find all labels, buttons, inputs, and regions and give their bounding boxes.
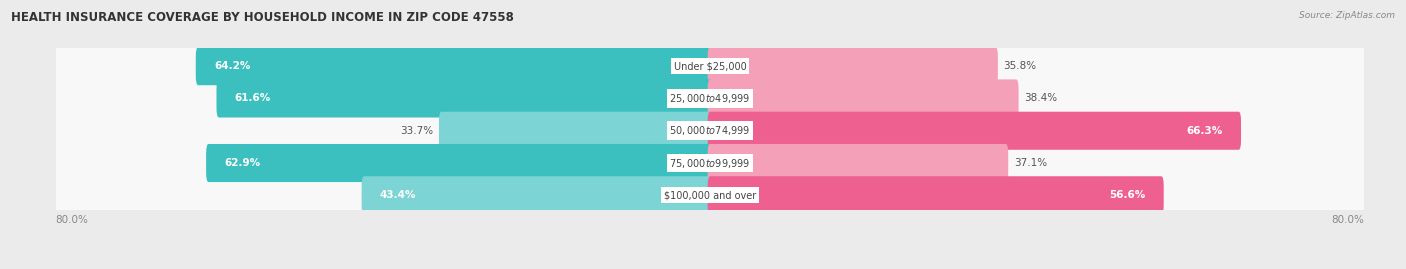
Text: $75,000 to $99,999: $75,000 to $99,999	[669, 157, 751, 169]
FancyBboxPatch shape	[361, 176, 713, 214]
FancyBboxPatch shape	[52, 102, 1368, 160]
FancyBboxPatch shape	[52, 69, 1368, 128]
FancyBboxPatch shape	[217, 79, 713, 118]
Text: $100,000 and over: $100,000 and over	[664, 190, 756, 200]
Text: 64.2%: 64.2%	[214, 61, 250, 71]
Text: 37.1%: 37.1%	[1014, 158, 1047, 168]
Text: 61.6%: 61.6%	[235, 93, 271, 104]
Text: 33.7%: 33.7%	[401, 126, 433, 136]
FancyBboxPatch shape	[707, 176, 1164, 214]
Text: $25,000 to $49,999: $25,000 to $49,999	[669, 92, 751, 105]
Text: 38.4%: 38.4%	[1024, 93, 1057, 104]
Text: 35.8%: 35.8%	[1004, 61, 1036, 71]
Text: HEALTH INSURANCE COVERAGE BY HOUSEHOLD INCOME IN ZIP CODE 47558: HEALTH INSURANCE COVERAGE BY HOUSEHOLD I…	[11, 11, 515, 24]
Text: Under $25,000: Under $25,000	[673, 61, 747, 71]
FancyBboxPatch shape	[707, 47, 998, 85]
FancyBboxPatch shape	[707, 144, 1008, 182]
Text: 56.6%: 56.6%	[1109, 190, 1146, 200]
Text: $50,000 to $74,999: $50,000 to $74,999	[669, 124, 751, 137]
Text: 62.9%: 62.9%	[225, 158, 260, 168]
FancyBboxPatch shape	[207, 144, 713, 182]
FancyBboxPatch shape	[52, 37, 1368, 95]
FancyBboxPatch shape	[52, 166, 1368, 224]
FancyBboxPatch shape	[52, 134, 1368, 192]
FancyBboxPatch shape	[195, 47, 713, 85]
Text: 43.4%: 43.4%	[380, 190, 416, 200]
FancyBboxPatch shape	[707, 112, 1241, 150]
Text: Source: ZipAtlas.com: Source: ZipAtlas.com	[1299, 11, 1395, 20]
FancyBboxPatch shape	[707, 79, 1018, 118]
FancyBboxPatch shape	[439, 112, 713, 150]
Text: 66.3%: 66.3%	[1187, 126, 1223, 136]
